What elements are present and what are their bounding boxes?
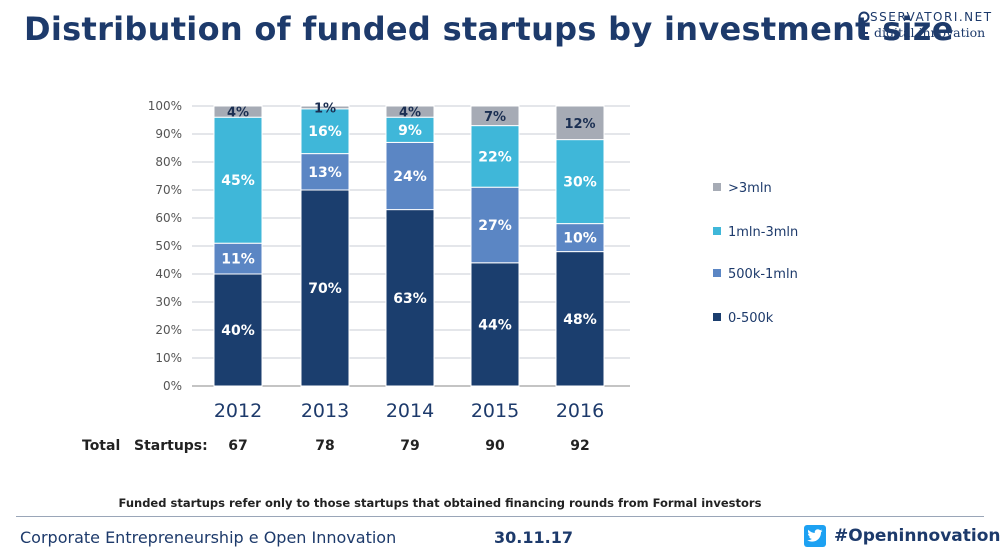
data-label: 10% [563, 231, 597, 247]
legend-swatch [713, 269, 721, 277]
data-label: 11% [221, 252, 255, 268]
y-tick-label: 0% [163, 379, 182, 393]
y-tick-label: 30% [155, 295, 182, 309]
bar-segment [300, 189, 350, 387]
legend-swatch [713, 183, 721, 191]
bar-segment [385, 209, 435, 387]
data-label: 22% [478, 149, 512, 165]
footer-date: 30.11.17 [494, 528, 573, 547]
data-label: 4% [399, 106, 421, 121]
data-label: 44% [478, 317, 512, 333]
bar-segment [555, 105, 605, 141]
total-startups-value: 79 [400, 438, 420, 454]
legend-label: 1mln-3mln [728, 225, 798, 240]
bar-segment [385, 141, 435, 211]
logo-line-1: SSERVATORI.NET [870, 10, 993, 24]
y-tick-label: 10% [155, 351, 182, 365]
bar-segment [555, 251, 605, 387]
legend-label: 500k-1mln [728, 267, 798, 282]
data-label: 24% [393, 169, 427, 185]
data-label: 27% [478, 218, 512, 234]
legend-label: >3mln [728, 181, 772, 196]
data-label: 30% [563, 175, 597, 191]
y-tick-label: 90% [155, 127, 182, 141]
footer-hashtag[interactable]: #Openinnovation17 [804, 524, 1000, 548]
legend: >3mln 1mln-3mln 500k-1mln 0-500k [713, 181, 798, 326]
data-label: 70% [308, 281, 342, 297]
bar-segment [213, 242, 263, 275]
total-startups-value: 92 [570, 438, 590, 454]
data-label: 40% [221, 323, 255, 339]
osservatori-logo: SSERVATORI.NET digital innovation [858, 10, 998, 44]
y-tick-label: 60% [155, 211, 182, 225]
bar-segment [470, 262, 520, 387]
stacked-bar-chart: 0% 10% 20% 30% 40% 50% 60% 70% 80% 90% 100% 40% 11%… [148, 99, 799, 422]
total-startups-value: 78 [315, 438, 335, 454]
legend-label: 0-500k [728, 311, 774, 326]
total-startups-value: 67 [228, 438, 248, 454]
y-tick-label: 80% [155, 155, 182, 169]
bar-segment [300, 153, 350, 191]
x-tick-label: 2013 [301, 400, 349, 422]
bar-segment [213, 105, 263, 118]
bar-segment [385, 116, 435, 143]
y-tick-label: 50% [155, 239, 182, 253]
data-label: 9% [398, 123, 422, 139]
bar-segment [555, 223, 605, 253]
bar-segment [470, 105, 520, 127]
data-label: 63% [393, 291, 427, 307]
legend-swatch [713, 313, 721, 321]
page-title: Distribution of funded startups by inves… [24, 10, 954, 48]
twitter-icon [804, 525, 826, 547]
x-tick-label: 2016 [556, 400, 604, 422]
data-label: 4% [227, 106, 249, 121]
logo-line-2: digital innovation [874, 25, 986, 40]
data-label: 1% [314, 101, 336, 116]
footer-divider [16, 516, 984, 517]
bar-segment [300, 105, 350, 110]
data-label: 45% [221, 173, 255, 189]
x-axis: 2012 2013 2014 2015 2016 [214, 400, 604, 422]
legend-swatch [713, 227, 721, 235]
x-tick-label: 2014 [386, 400, 434, 422]
data-label: 12% [564, 117, 595, 132]
y-tick-label: 20% [155, 323, 182, 337]
data-label: 7% [484, 110, 506, 125]
key-icon [858, 11, 870, 39]
x-tick-label: 2012 [214, 400, 262, 422]
bar-segment [385, 105, 435, 118]
totals-label: Total [82, 438, 121, 454]
hashtag-label: #Openinnovation17 [834, 526, 1000, 546]
y-tick-label: 70% [155, 183, 182, 197]
data-label: 48% [563, 312, 597, 328]
y-tick-label: 100% [148, 99, 182, 113]
footnote: Funded startups refer only to those star… [118, 496, 762, 510]
bars: 40% 11% 45% 4% 70% 13% 16% 1% 63% 24% 9% 4% 44% 27% 22… [213, 101, 605, 387]
total-startups-value: 90 [485, 438, 505, 454]
bar-segment [213, 116, 263, 244]
footer-program-name: Corporate Entrepreneurship e Open Innova… [20, 528, 397, 547]
data-label: 16% [308, 124, 342, 140]
data-label: 13% [308, 165, 342, 181]
bar-segment [470, 186, 520, 264]
totals-sublabel: Startups: [134, 438, 208, 454]
y-tick-label: 40% [155, 267, 182, 281]
bar-segment [470, 125, 520, 188]
x-tick-label: 2015 [471, 400, 519, 422]
